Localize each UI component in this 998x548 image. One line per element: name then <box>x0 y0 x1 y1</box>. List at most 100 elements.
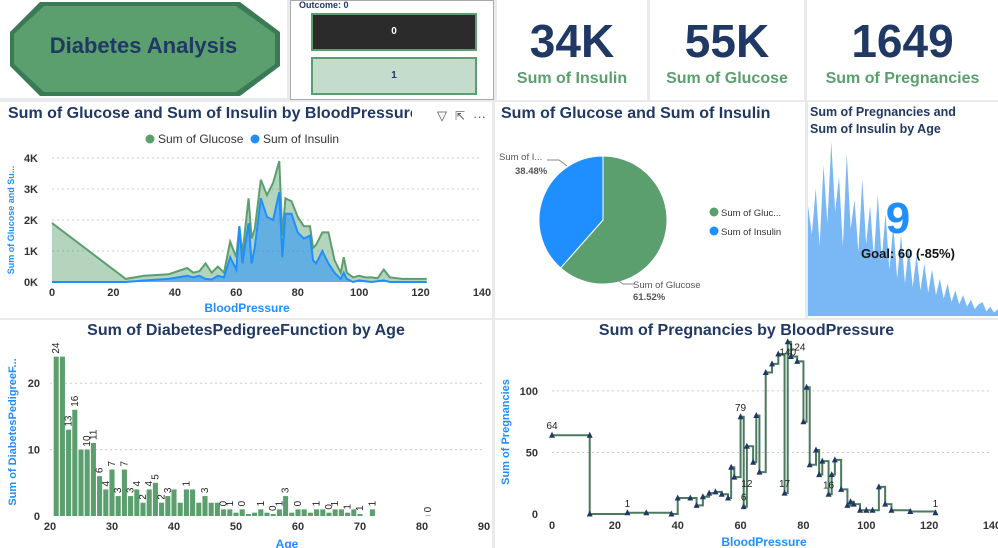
x-tick-label: 120 <box>920 520 938 532</box>
chart-title: Sum of DiabetesPedigreeFunction by Age <box>87 322 405 339</box>
slicer-option-1[interactable]: 1 <box>311 57 477 95</box>
data-label: 1 <box>355 505 366 511</box>
data-marker <box>737 413 744 420</box>
data-label: 16 <box>70 395 81 407</box>
data-marker <box>831 456 838 463</box>
bar <box>140 502 146 516</box>
data-marker <box>838 485 845 492</box>
x-tick-label: 20 <box>609 520 621 532</box>
data-label: 2 <box>157 494 168 500</box>
kpi-big-value: 9 <box>885 194 911 243</box>
pedigree-by-age-bar-chart[interactable]: Sum of DiabetesPedigreeFunction by Age 0… <box>0 320 492 548</box>
data-marker <box>847 498 854 505</box>
glucose-insulin-pie-chart[interactable]: Sum of Glucose and Sum of Insulin Sum of… <box>495 102 805 318</box>
data-marker <box>624 509 631 516</box>
data-marker <box>813 446 819 453</box>
x-tick-label: 0 <box>549 520 555 532</box>
data-marker <box>781 489 788 496</box>
data-marker <box>803 383 810 390</box>
line-chart-svg: 0501000204060801001201406417961217140124… <box>500 338 998 548</box>
data-label: 3 <box>200 487 211 493</box>
data-label: 0 <box>219 500 230 506</box>
legend-label-1: Sum of Insulin <box>721 227 781 238</box>
bar <box>245 514 251 516</box>
dashboard-title: Diabetes Analysis <box>49 33 238 58</box>
slice-label-0: Sum of Glucose <box>633 280 701 291</box>
data-label: 79 <box>735 403 747 414</box>
kpi-label: Sum of Insulin <box>516 70 628 87</box>
x-axis-title: BloodPressure <box>721 535 807 548</box>
pregnancies-insulin-kpi-chart[interactable]: Sum of Pregnancies and Sum of Insulin by… <box>808 102 998 318</box>
data-label: 13 <box>64 415 75 427</box>
bar <box>295 509 301 516</box>
kpi-label: Sum of Pregnancies <box>825 70 980 87</box>
data-marker <box>844 501 851 508</box>
bar <box>72 409 78 516</box>
data-label: 1 <box>367 500 378 506</box>
slice-value-0: 61.52% <box>633 292 666 303</box>
bar <box>134 489 140 516</box>
x-tick-label: 90 <box>478 521 490 533</box>
x-tick-label: 40 <box>169 287 181 299</box>
data-label: 140 <box>779 347 796 358</box>
filter-icon[interactable]: ▽ <box>436 108 447 123</box>
kpi-area-svg <box>808 142 998 316</box>
data-label: 1 <box>343 504 354 510</box>
data-label: 4 <box>101 480 112 486</box>
data-label: 124 <box>789 342 806 353</box>
legend-label-0: Sum of Glucose <box>158 132 244 146</box>
kpi-trend-area <box>808 142 998 316</box>
bar <box>78 449 84 516</box>
kpi-card-insulin: 34K Sum of Insulin <box>497 0 647 100</box>
data-label: 4 <box>132 480 143 486</box>
x-tick-label: 0 <box>49 287 55 299</box>
y-tick-label: 1K <box>24 246 38 258</box>
slice-label-1: Sum of I... <box>499 152 542 163</box>
bar <box>109 469 115 516</box>
bar <box>369 509 375 516</box>
bar <box>115 496 121 516</box>
kpi-card-glucose: 55K Sum of Glucose <box>650 0 804 100</box>
data-marker <box>863 506 870 513</box>
data-label: 3 <box>163 487 174 493</box>
x-tick-label: 30 <box>106 521 118 533</box>
data-label: 1 <box>933 499 939 510</box>
pregnancies-by-bp-line-chart[interactable]: Sum of Pregnancies by BloodPressure 0 50 1… <box>495 320 998 548</box>
data-marker <box>882 500 889 507</box>
chart-title: Sum of Glucose and Sum of Insulin <box>501 105 771 122</box>
x-tick-label: 80 <box>797 520 809 532</box>
focus-mode-icon[interactable]: ⇱ <box>454 109 465 123</box>
data-marker <box>828 471 835 478</box>
x-tick-label: 70 <box>354 521 366 533</box>
more-options-icon[interactable]: ··· <box>473 108 486 124</box>
bar <box>159 502 165 516</box>
data-label: 11 <box>88 429 99 440</box>
legend-label-0: Sum of Gluc... <box>721 208 781 219</box>
data-marker <box>794 357 801 364</box>
slicer-option-0[interactable]: 0 <box>311 13 477 51</box>
data-label: 1 <box>225 500 236 506</box>
bar <box>90 442 96 516</box>
data-label: 64 <box>546 421 558 432</box>
data-label: 10 <box>82 435 93 447</box>
bar <box>190 489 196 516</box>
bar <box>214 502 220 516</box>
bar <box>202 496 208 516</box>
x-tick-label: 80 <box>292 287 304 299</box>
data-marker <box>932 509 939 516</box>
y-tick-label: 3K <box>24 184 38 196</box>
y-tick-label: 10 <box>28 445 40 457</box>
bar <box>66 429 72 516</box>
data-label: 7 <box>119 461 130 467</box>
glucose-insulin-area-chart[interactable]: Sum of Glucose and Sum of Insulin by Blo… <box>0 102 492 318</box>
bar <box>121 469 127 516</box>
data-marker <box>769 360 775 367</box>
data-marker <box>743 442 750 449</box>
y-axis-title: Sum of Pregnancies <box>500 379 512 485</box>
data-label: 6 <box>95 467 106 473</box>
area-chart-svg: Sum of Glucose Sum of Insulin 0K 1K 2K 3K 4K 0 2… <box>6 132 491 315</box>
data-label: 1 <box>256 500 267 506</box>
header-panel: Diabetes Analysis <box>0 0 287 98</box>
data-label: 0 <box>324 504 335 510</box>
